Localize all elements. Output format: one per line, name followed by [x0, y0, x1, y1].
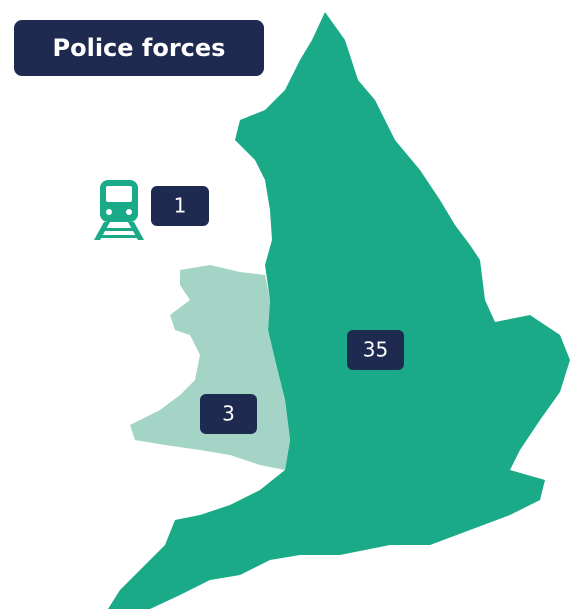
badge [347, 330, 404, 370]
badge [151, 186, 209, 226]
badge-label: 1 [174, 194, 187, 218]
england [108, 12, 570, 609]
badge-label: 35 [363, 338, 388, 362]
title: Police forces [53, 34, 226, 62]
wales [130, 265, 290, 470]
train-icon [94, 180, 144, 240]
badge [200, 394, 257, 434]
title-box [14, 20, 264, 76]
badge-label: 3 [222, 402, 235, 426]
